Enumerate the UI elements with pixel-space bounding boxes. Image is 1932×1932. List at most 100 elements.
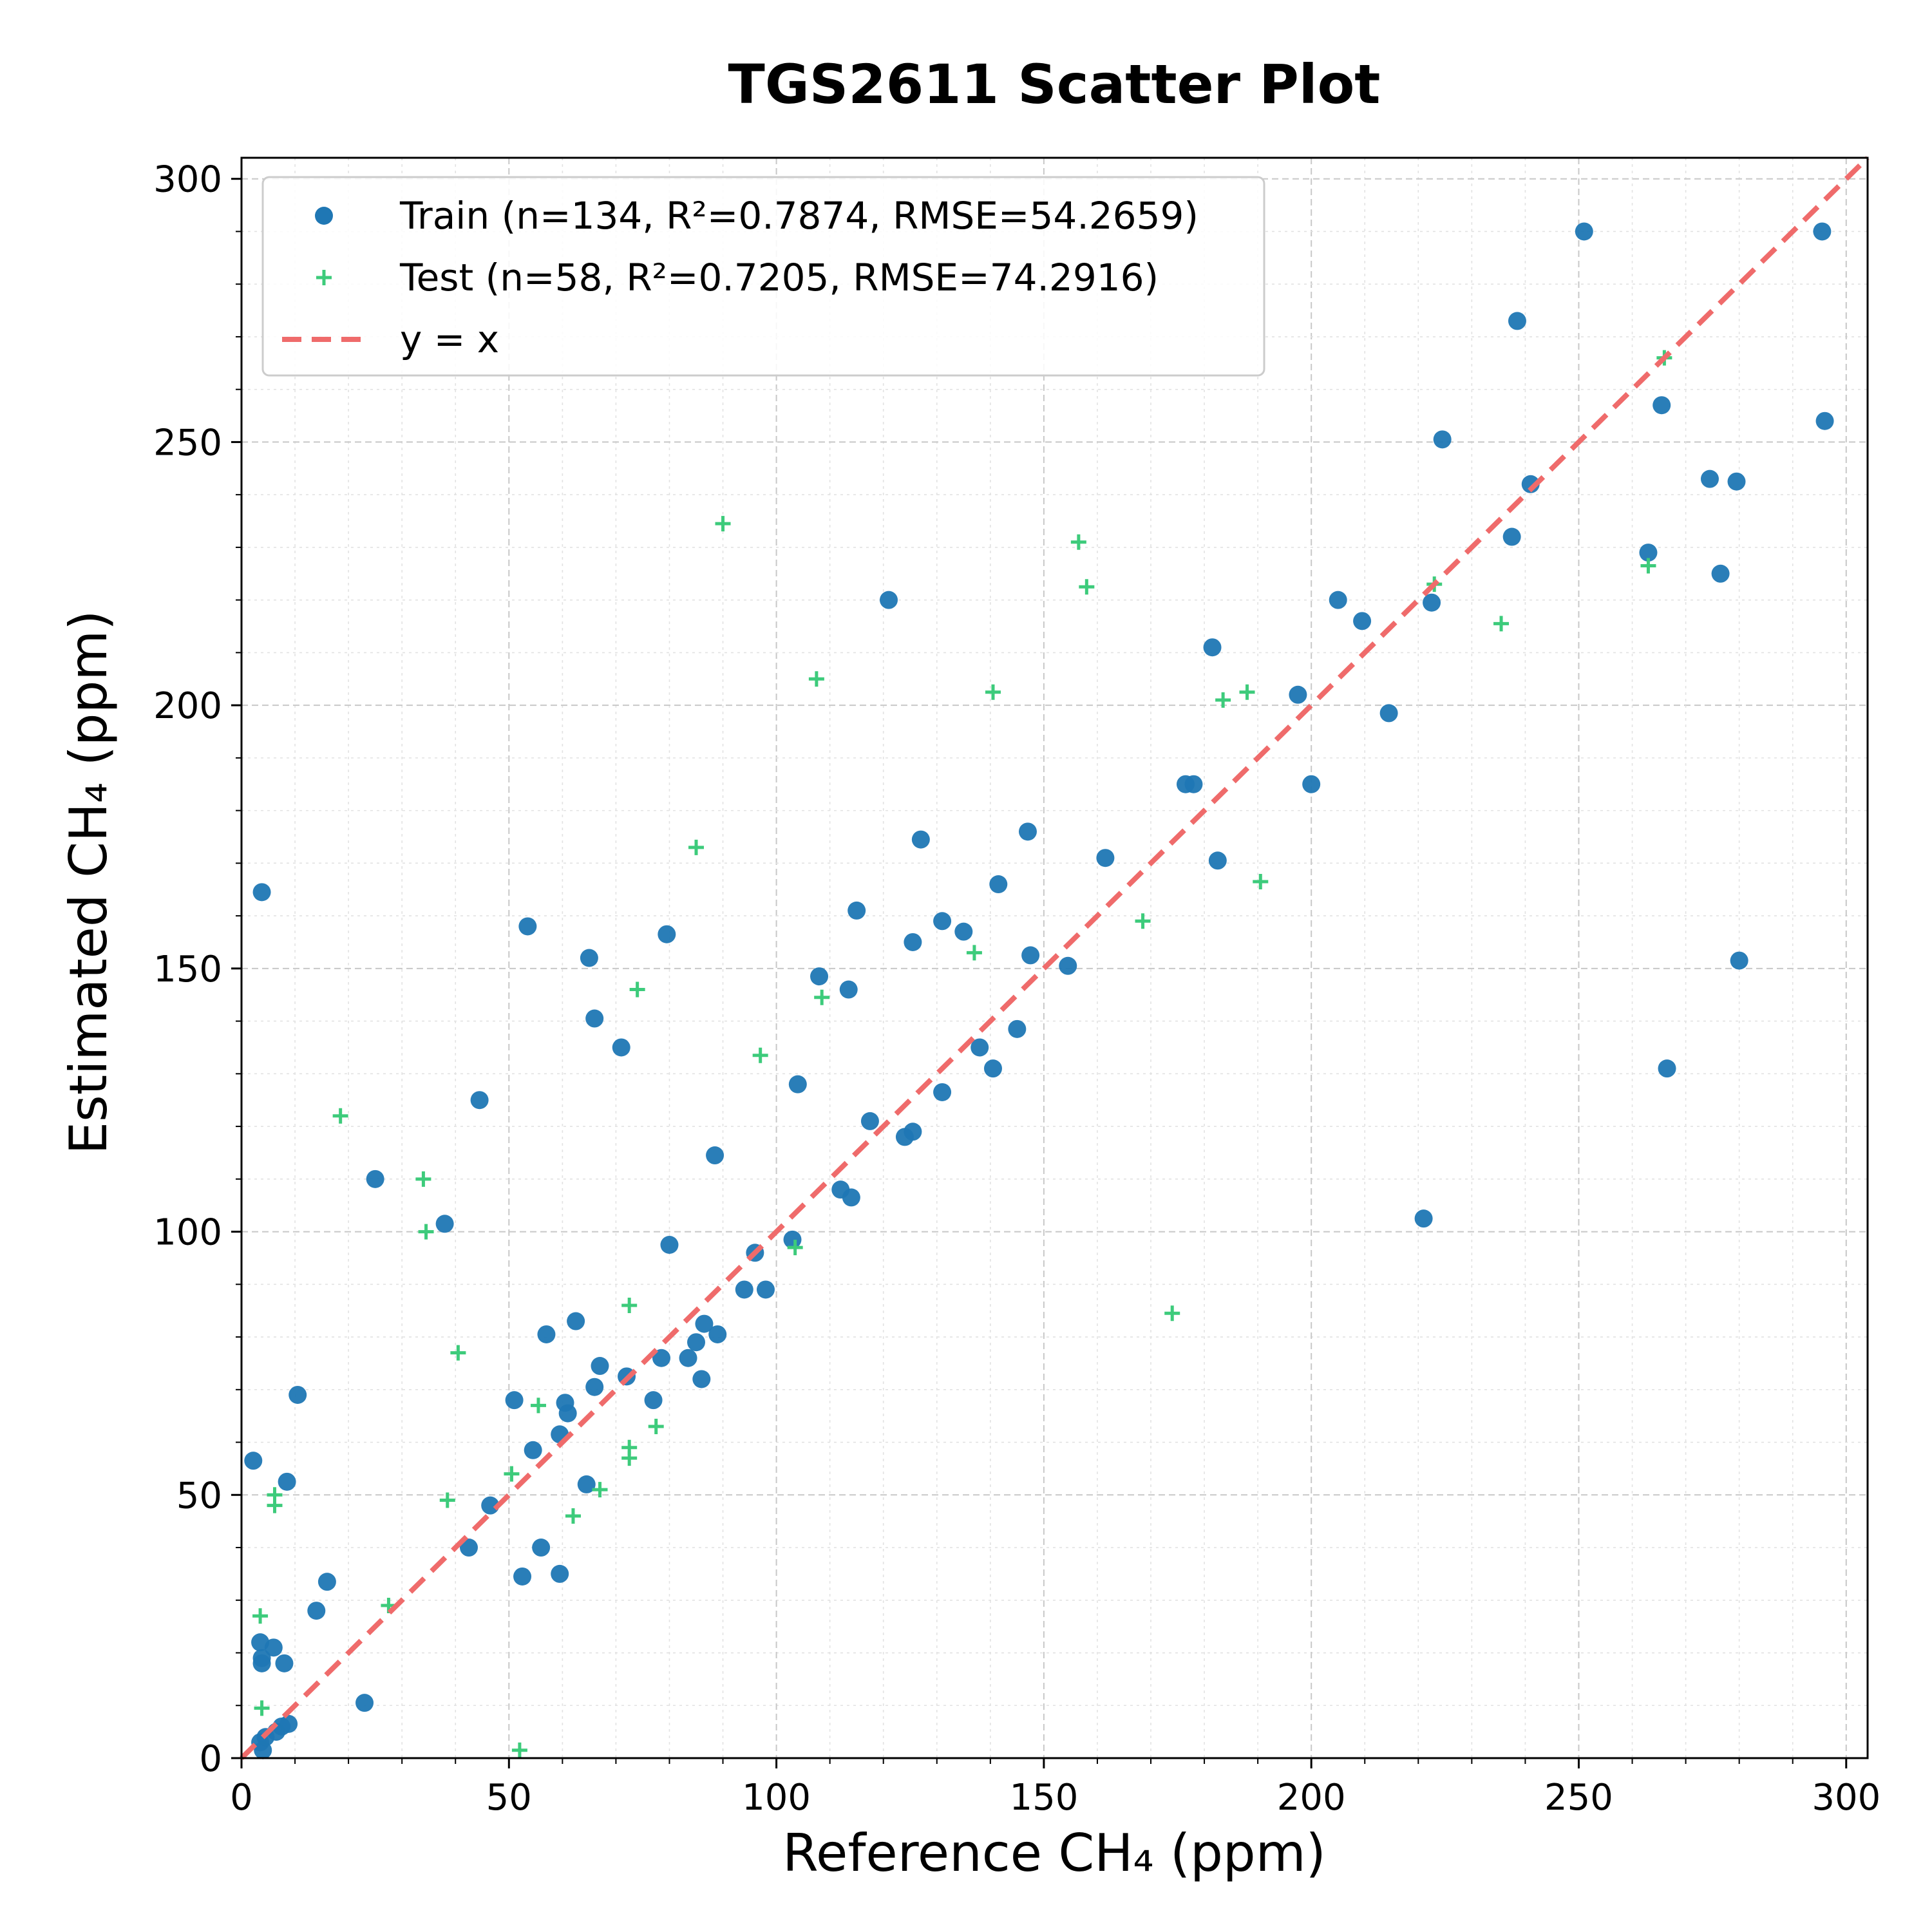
test-point <box>1164 1305 1180 1321</box>
x-tick-label: 300 <box>1812 1777 1880 1819</box>
train-point <box>591 1357 609 1376</box>
test-point <box>648 1419 664 1435</box>
train-point <box>679 1349 697 1367</box>
train-point <box>551 1564 569 1583</box>
train-point <box>904 933 922 951</box>
train-point <box>904 1122 922 1141</box>
identity-line <box>240 156 1870 1760</box>
train-point <box>1575 222 1593 241</box>
train-point <box>275 1654 294 1672</box>
test-point <box>450 1345 466 1361</box>
train-point <box>252 883 271 902</box>
test-point <box>752 1047 768 1063</box>
train-point <box>567 1312 585 1331</box>
train-point <box>1423 593 1441 612</box>
train-point <box>317 1573 336 1591</box>
test-point <box>592 1482 608 1498</box>
legend-entry-label: Test (n=58, R²=0.7205, RMSE=74.2916) <box>399 256 1159 299</box>
test-point <box>439 1492 455 1508</box>
test-point <box>252 1608 269 1624</box>
legend-entry-label: y = x <box>400 317 499 361</box>
train-point <box>524 1441 542 1459</box>
legend-marker-test <box>316 270 332 285</box>
test-point <box>1215 692 1231 708</box>
axes: 0 50 100 150 200 250 300 0 50 100 150 200 250 300 <box>153 156 1880 1819</box>
train-point <box>1653 396 1671 415</box>
test-point <box>787 1240 803 1256</box>
train-point <box>460 1539 478 1557</box>
train-point <box>1021 946 1040 965</box>
chart-title: TGS2611 Scatter Plot <box>728 53 1381 116</box>
train-point <box>612 1038 630 1057</box>
train-point <box>1813 222 1832 241</box>
test-point <box>504 1466 520 1482</box>
train-point <box>244 1452 263 1470</box>
train-point <box>1329 591 1347 609</box>
test-point <box>1493 616 1510 632</box>
train-point <box>911 830 930 849</box>
train-point <box>658 925 676 943</box>
train-point <box>1289 685 1307 704</box>
y-tick-label: 250 <box>153 422 222 464</box>
x-tick-label: 100 <box>742 1777 811 1819</box>
test-point <box>332 1108 348 1124</box>
train-point <box>848 901 866 920</box>
legend: Train (n=134, R²=0.7874, RMSE=54.2659) Te… <box>261 176 1265 377</box>
train-point <box>1658 1059 1676 1078</box>
train-point <box>307 1602 326 1620</box>
train-point <box>1302 775 1321 793</box>
train-point <box>1727 472 1746 491</box>
test-point <box>985 684 1001 700</box>
train-point <box>692 1370 711 1388</box>
train-point <box>1700 469 1719 488</box>
train-point <box>1208 851 1227 870</box>
train-point <box>706 1146 724 1165</box>
y-tick-label: 50 <box>176 1475 222 1517</box>
train-point <box>1018 822 1037 841</box>
train-point <box>532 1539 551 1557</box>
train-point <box>580 949 598 967</box>
train-point <box>252 1654 271 1672</box>
x-tick-label: 200 <box>1277 1777 1346 1819</box>
train-point <box>783 1230 802 1249</box>
train-point <box>1379 704 1398 723</box>
train-point <box>695 1314 714 1333</box>
legend-box <box>261 176 1265 377</box>
train-point <box>585 1009 604 1028</box>
train-point <box>735 1280 753 1299</box>
train-point <box>860 1112 879 1130</box>
train-point <box>1059 956 1077 975</box>
x-tick-label: 250 <box>1544 1777 1613 1819</box>
train-point <box>435 1215 454 1233</box>
train-point <box>537 1325 556 1343</box>
y-tick-label: 200 <box>153 685 222 727</box>
train-point <box>971 1038 989 1057</box>
train-point <box>289 1385 307 1404</box>
test-point <box>814 989 830 1005</box>
y-tick-label: 100 <box>153 1212 222 1254</box>
train-point <box>708 1325 727 1343</box>
train-point <box>558 1404 577 1423</box>
train-point <box>278 1472 296 1491</box>
legend-entry-label: Train (n=134, R²=0.7874, RMSE=54.2659) <box>399 194 1198 238</box>
train-point <box>518 917 537 936</box>
test-point <box>565 1508 581 1524</box>
train-point <box>1353 612 1372 630</box>
train-point <box>644 1391 663 1410</box>
train-point <box>842 1188 860 1207</box>
train-point <box>279 1714 298 1733</box>
test-point <box>1135 913 1151 929</box>
test-point <box>511 1742 527 1758</box>
test-point <box>966 945 982 961</box>
train-point <box>1711 564 1730 583</box>
test-point <box>415 1171 431 1187</box>
train-point <box>1508 312 1526 330</box>
x-axis-label: Reference CH₄ (ppm) <box>782 1823 1326 1883</box>
train-point <box>1639 544 1658 562</box>
train-point <box>1433 430 1452 449</box>
train-point <box>1730 951 1748 970</box>
train-point <box>756 1280 775 1299</box>
test-point <box>621 1450 638 1466</box>
train-point <box>481 1496 500 1515</box>
y-axis-label: Estimated CH₄ (ppm) <box>59 611 118 1155</box>
